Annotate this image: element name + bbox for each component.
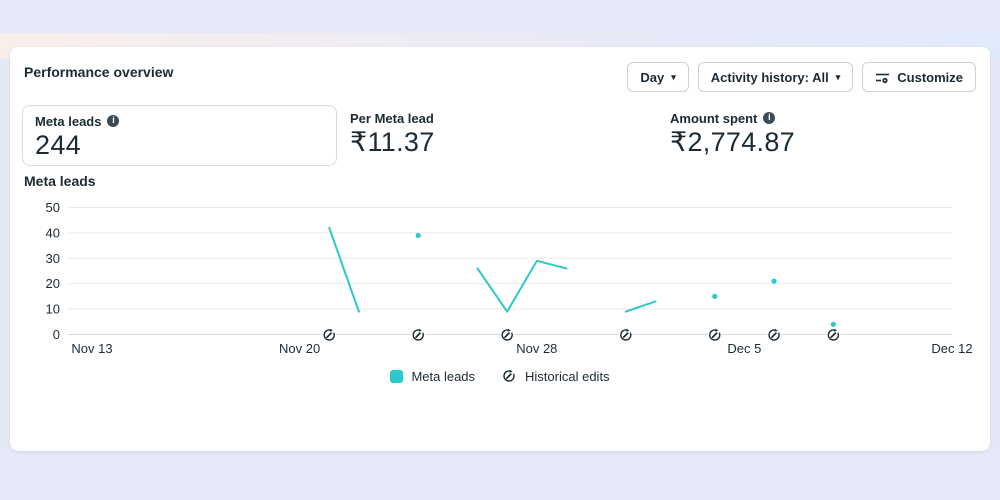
info-icon[interactable] bbox=[107, 114, 120, 127]
legend-item-meta-leads: Meta leads bbox=[390, 369, 475, 384]
svg-text:Dec 12: Dec 12 bbox=[931, 341, 972, 356]
svg-text:Nov 13: Nov 13 bbox=[71, 341, 112, 356]
meta-leads-swatch-icon bbox=[390, 369, 404, 383]
svg-text:Nov 20: Nov 20 bbox=[279, 341, 320, 356]
historical-edit-icon[interactable] bbox=[411, 328, 426, 342]
metric-value: ₹2,774.87 bbox=[670, 127, 795, 157]
customize-sliders-icon bbox=[875, 71, 890, 84]
legend-label: Meta leads bbox=[411, 368, 476, 384]
chevron-down-icon: ▾ bbox=[671, 71, 676, 82]
metric-label: Amount spent bbox=[670, 111, 758, 126]
svg-text:30: 30 bbox=[46, 251, 60, 266]
svg-text:0: 0 bbox=[53, 327, 60, 342]
svg-text:10: 10 bbox=[46, 302, 60, 317]
svg-text:50: 50 bbox=[46, 200, 60, 215]
info-icon[interactable] bbox=[763, 111, 776, 124]
metric-amount-spent[interactable]: Amount spent ₹2,774.87 bbox=[670, 111, 795, 158]
svg-text:Dec 5: Dec 5 bbox=[727, 341, 761, 356]
svg-text:20: 20 bbox=[46, 276, 60, 291]
metric-value: ₹11.37 bbox=[350, 127, 435, 157]
historical-edit-icon[interactable] bbox=[322, 328, 337, 342]
historical-edit-icon[interactable] bbox=[500, 328, 515, 342]
svg-text:Nov 28: Nov 28 bbox=[516, 341, 557, 356]
metric-label: Per Meta lead bbox=[350, 111, 434, 126]
time-breakdown-label: Day bbox=[640, 69, 665, 85]
metric-card-meta-leads[interactable]: Meta leads 244 bbox=[22, 105, 337, 166]
header-controls: Day ▾ Activity history: All ▾ Customize bbox=[627, 62, 976, 92]
customize-label: Customize bbox=[897, 69, 963, 85]
activity-history-label: Activity history: All bbox=[710, 69, 829, 85]
legend-label: Historical edits bbox=[525, 368, 610, 384]
historical-edit-icon[interactable] bbox=[826, 328, 841, 342]
metric-value: 244 bbox=[35, 130, 81, 160]
chart-legend: Meta leads Historical edits bbox=[10, 368, 990, 384]
svg-text:40: 40 bbox=[46, 225, 60, 240]
chart-title: Meta leads bbox=[24, 173, 96, 189]
historical-edit-icon[interactable] bbox=[618, 328, 633, 342]
page-title: Performance overview bbox=[24, 64, 174, 80]
historical-edit-icon[interactable] bbox=[707, 328, 722, 342]
historical-edit-icon bbox=[503, 369, 515, 382]
customize-button[interactable]: Customize bbox=[862, 62, 976, 92]
legend-item-historical-edits: Historical edits bbox=[501, 368, 610, 384]
chevron-down-icon: ▾ bbox=[835, 71, 841, 82]
historical-edit-icon[interactable] bbox=[767, 328, 782, 342]
leads-chart[interactable]: 0 10 20 30 40 50 Nov 13 Nov 20 Nov 28 Dec 5 Dec 12 bbox=[10, 195, 990, 365]
performance-overview-card: Performance overview Day ▾ Activity hist… bbox=[10, 47, 990, 451]
time-breakdown-dropdown[interactable]: Day ▾ bbox=[627, 62, 689, 92]
metric-label: Meta leads bbox=[35, 114, 102, 129]
metric-per-meta-lead[interactable]: Per Meta lead ₹11.37 bbox=[350, 111, 435, 158]
activity-history-dropdown[interactable]: Activity history: All ▾ bbox=[697, 62, 854, 92]
